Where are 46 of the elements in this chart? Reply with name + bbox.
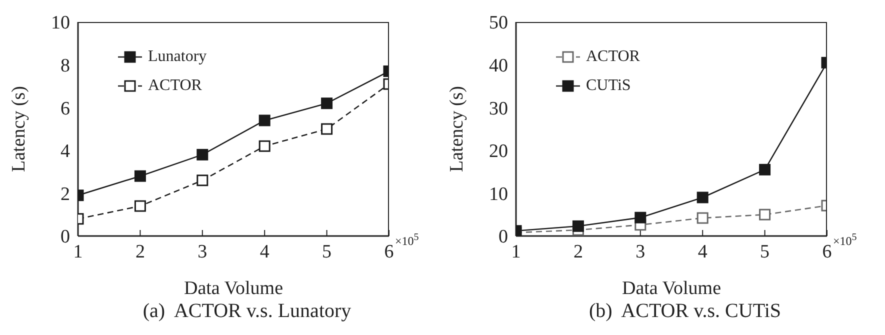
text: ×10$^{5}$ [395, 232, 419, 249]
y-tick-label: 4 [60, 141, 70, 162]
point [634, 212, 646, 224]
legend-label: Lunatory [148, 48, 207, 66]
x-tick-label: 4 [260, 241, 270, 262]
y-tick-label: 2 [60, 184, 70, 205]
point [196, 174, 208, 186]
y-tick-label: 0 [60, 226, 70, 248]
point [696, 192, 708, 204]
y-tick-label: 50 [489, 12, 508, 34]
y-tick-label: 10 [51, 12, 70, 34]
x-tick-label: 5 [760, 241, 770, 262]
x-tick-label: 2 [573, 241, 583, 262]
x-tick-label: 4 [698, 241, 708, 262]
text: (a) ACTOR v.s. Lunatory [142, 300, 352, 323]
point [696, 212, 708, 224]
y-tick-label: 40 [489, 56, 508, 77]
point [258, 140, 270, 152]
point [759, 164, 771, 176]
legend-label: CUTiS [586, 76, 631, 94]
x-tick-label: 1 [73, 241, 83, 262]
y-tick-label: 10 [489, 184, 508, 205]
y-tick-label: 30 [489, 98, 508, 120]
y-tick-label: 8 [60, 56, 70, 77]
x-tick-label: 5 [322, 241, 332, 262]
point [759, 208, 771, 220]
point [258, 114, 270, 126]
point [196, 148, 208, 160]
legend-label: ACTOR [586, 48, 640, 66]
x-tick-label: 1 [511, 241, 521, 262]
y-axis-title: Latency (s) [446, 86, 468, 172]
point [572, 220, 584, 232]
x-axis-title: Data Volume [184, 278, 284, 299]
y-tick-label: 6 [60, 98, 70, 120]
x-tick-label: 2 [135, 241, 145, 262]
x-tick-label: 6 [384, 241, 394, 262]
legend-label: ACTOR [148, 76, 202, 94]
y-tick-label: 20 [489, 141, 508, 162]
x-tick-label: 6 [822, 241, 832, 262]
x-axis-title: Data Volume [622, 278, 722, 299]
text: (b) ACTOR v.s. CUTiS [588, 300, 782, 323]
text: ×10$^{5}$ [833, 232, 857, 249]
x-tick-label: 3 [636, 241, 646, 262]
y-axis-title: Latency (s) [8, 86, 30, 172]
y-tick-label: 0 [498, 226, 508, 248]
x-tick-label: 3 [198, 241, 208, 262]
